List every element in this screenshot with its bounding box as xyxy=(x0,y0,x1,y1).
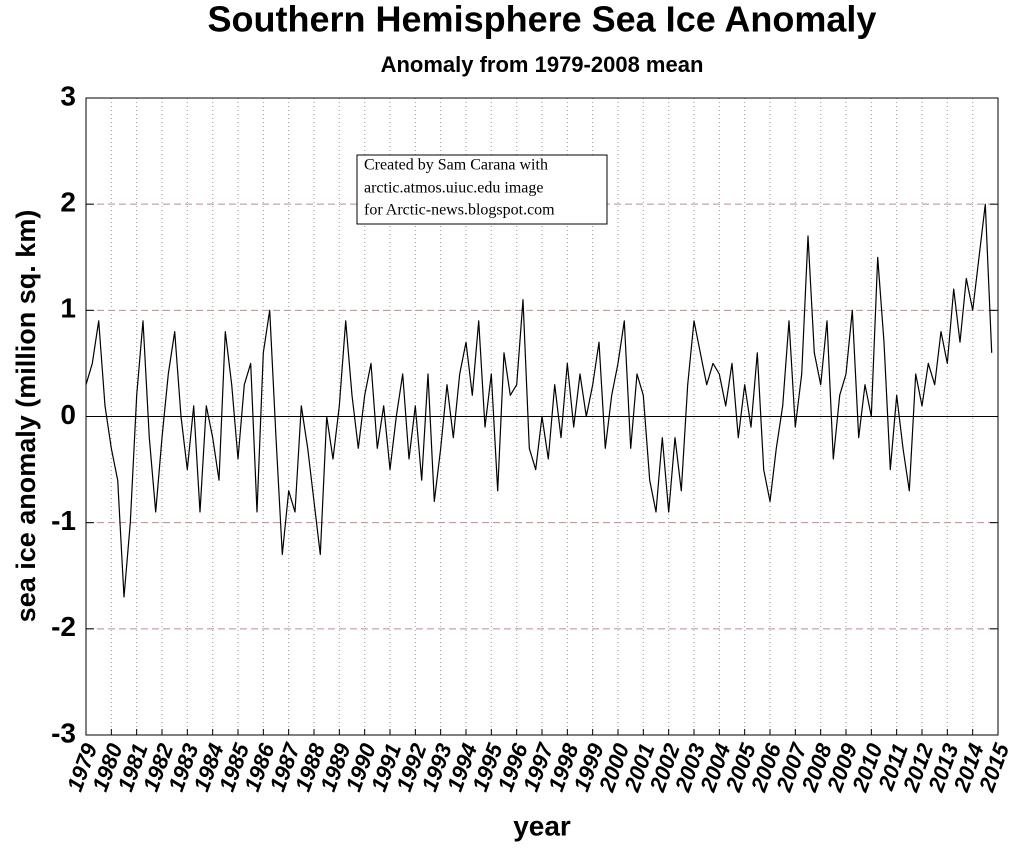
chart-subtitle: Anomaly from 1979-2008 mean xyxy=(381,52,704,77)
y-tick-label: -2 xyxy=(51,611,76,642)
y-tick-label: 3 xyxy=(60,80,76,111)
y-tick-label: 2 xyxy=(60,187,76,218)
plot-frame xyxy=(85,97,999,736)
chart-title: Southern Hemisphere Sea Ice Anomaly xyxy=(208,0,877,40)
x-axis-label: year xyxy=(513,810,571,841)
y-tick-label: 0 xyxy=(60,399,76,430)
annotation-line: for Arctic-news.blogspot.com xyxy=(364,202,555,219)
annotation-line: arctic.atmos.uiuc.edu image xyxy=(364,180,543,197)
y-axis-label: sea ice anomaly (million sq. km) xyxy=(11,210,41,623)
y-tick-label: 1 xyxy=(60,293,76,324)
y-tick-label: -3 xyxy=(51,717,76,748)
annotation-box xyxy=(356,154,608,225)
y-tick-label: -1 xyxy=(51,505,76,536)
annotation-line: Created by Sam Carana with xyxy=(364,157,548,174)
data-line xyxy=(85,203,993,598)
plot-area: 1979198019811982198319841985198619871988… xyxy=(51,80,1014,795)
